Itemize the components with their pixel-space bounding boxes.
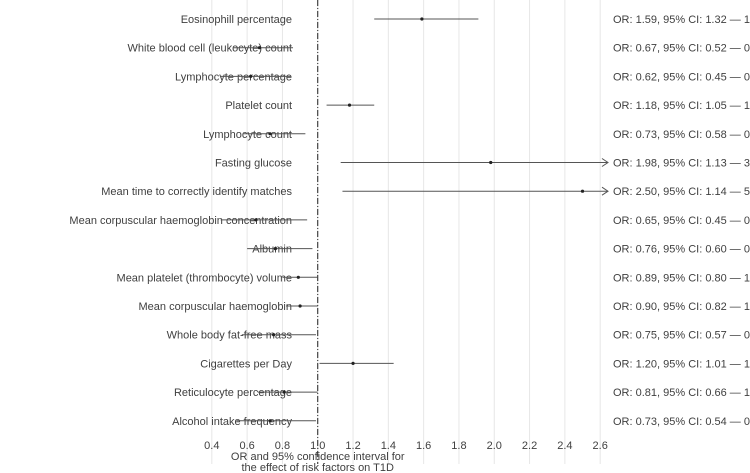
grid-lines — [211, 0, 601, 464]
forest-row: Mean time to correctly identify matches O… — [101, 186, 750, 198]
ci-text: OR: 0.81, 95% CI: 0.66 — 1.00 — [613, 387, 750, 399]
forest-row: Fasting glucose OR: 1.98, 95% CI: 1.13 — … — [215, 158, 750, 170]
ci-text: OR: 0.65, 95% CI: 0.45 — 0.94 — [613, 215, 750, 227]
forest-rows: Eosinophill percentage OR: 1.59, 95% CI: … — [69, 14, 750, 428]
x-tick-label: 0.4 — [204, 440, 219, 452]
x-tick-label: 1.4 — [381, 440, 396, 452]
x-tick-label: 2.0 — [487, 440, 502, 452]
x-axis-label-line-2: the effect of risk factors on T1D — [242, 462, 394, 473]
x-tick-label: 2.4 — [557, 440, 572, 452]
or-point — [268, 132, 272, 136]
row-label: Platelet count — [225, 100, 292, 112]
or-point — [273, 247, 277, 251]
or-point — [254, 218, 258, 222]
forest-row: Cigarettes per Day OR: 1.20, 95% CI: 1.01… — [200, 358, 750, 370]
ci-text: OR: 0.76, 95% CI: 0.60 — 0.97 — [613, 244, 750, 256]
row-label: Mean corpuscular haemoglobin — [139, 301, 292, 313]
row-label: Eosinophill percentage — [181, 14, 292, 26]
ci-text: OR: 1.20, 95% CI: 1.01 — 1.43 — [613, 358, 750, 370]
x-tick-label: 2.2 — [522, 440, 537, 452]
ci-text: OR: 0.90, 95% CI: 0.82 — 1.00 — [613, 301, 750, 313]
forest-row: Whole body fat-free mass OR: 0.75, 95% CI… — [167, 330, 750, 342]
or-point — [351, 361, 355, 365]
forest-row: Mean corpuscular haemoglobin concentrati… — [69, 215, 750, 227]
forest-row: Mean corpuscular haemoglobin OR: 0.90, 95… — [139, 301, 750, 313]
forest-row: Eosinophill percentage OR: 1.59, 95% CI: … — [181, 14, 750, 26]
or-point — [298, 304, 302, 308]
ci-text: OR: 1.98, 95% CI: 1.13 — 3.45 — [613, 158, 750, 170]
or-point — [282, 390, 286, 394]
row-label: Lymphocyte percentage — [175, 71, 292, 83]
ci-text: OR: 2.50, 95% CI: 1.14 — 5.46 — [613, 186, 750, 198]
ci-text: OR: 0.67, 95% CI: 0.52 — 0.86 — [613, 43, 750, 55]
x-axis: 0.4 0.6 0.8 1.0 1.2 1.4 1.6 1.8 2.0 2.2 2.4 2.6 — [204, 440, 608, 452]
forest-row: Reticulocyte percentage OR: 0.81, 95% CI:… — [174, 387, 750, 399]
x-axis-label-line-1: OR and 95% confidence interval for — [231, 451, 405, 463]
forest-row: Alcohol intake frequency OR: 0.73, 95% CI… — [172, 416, 750, 428]
forest-row: White blood cell (leukocyte) count OR: 0.… — [128, 43, 750, 55]
or-point — [268, 419, 272, 423]
ci-text: OR: 0.89, 95% CI: 0.80 — 1.00 — [613, 272, 750, 284]
forest-row: Lymphocyte count OR: 0.73, 95% CI: 0.58 —… — [203, 129, 750, 141]
row-label: Reticulocyte percentage — [174, 387, 292, 399]
ci-arrow — [601, 158, 609, 167]
x-tick-label: 0.6 — [239, 440, 254, 452]
x-tick-label: 0.8 — [275, 440, 290, 452]
x-tick-label: 1.0 — [310, 440, 325, 452]
x-tick-label: 1.2 — [345, 440, 360, 452]
ci-arrow — [601, 186, 609, 196]
forest-row: Platelet count OR: 1.18, 95% CI: 1.05 — 1… — [225, 100, 750, 112]
row-label: Mean platelet (thrombocyte) volume — [117, 272, 292, 284]
row-label: Whole body fat-free mass — [167, 330, 293, 342]
row-label: Lymphocyte count — [203, 129, 292, 141]
row-label: Alcohol intake frequency — [172, 416, 292, 428]
or-point — [347, 103, 352, 107]
forest-row: Mean platelet (thrombocyte) volume OR: 0.… — [117, 272, 750, 284]
or-point — [489, 160, 493, 165]
row-label: Mean time to correctly identify matches — [101, 186, 292, 198]
row-label: Albumin — [252, 244, 292, 256]
row-label: Mean corpuscular haemoglobin concentrati… — [69, 215, 292, 227]
x-tick-label: 1.6 — [416, 440, 431, 452]
ci-text: OR: 0.75, 95% CI: 0.57 — 0.99 — [613, 330, 750, 342]
or-point — [257, 46, 262, 50]
ci-text: OR: 0.62, 95% CI: 0.45 — 0.85 — [613, 71, 750, 83]
row-label: White blood cell (leukocyte) count — [128, 43, 292, 55]
x-tick-label: 1.8 — [451, 440, 466, 452]
ci-text: OR: 0.73, 95% CI: 0.54 — 0.99 — [613, 416, 750, 428]
or-point — [580, 189, 585, 193]
ci-text: OR: 0.73, 95% CI: 0.58 — 0.93 — [613, 129, 750, 141]
forest-row: Lymphocyte percentage OR: 0.62, 95% CI: 0… — [175, 71, 750, 83]
or-point — [249, 74, 253, 78]
forest-row: Albumin OR: 0.76, 95% CI: 0.60 — 0.97 — [247, 244, 750, 256]
x-tick-label: 2.6 — [593, 440, 608, 452]
or-point — [296, 275, 300, 279]
ci-text: OR: 1.18, 95% CI: 1.05 — 1.32 — [613, 100, 750, 112]
ci-text: OR: 1.59, 95% CI: 1.32 — 1.91 — [613, 14, 750, 26]
row-label: Cigarettes per Day — [200, 358, 292, 370]
or-point — [420, 17, 424, 21]
or-point — [272, 333, 276, 337]
row-label: Fasting glucose — [215, 158, 292, 170]
